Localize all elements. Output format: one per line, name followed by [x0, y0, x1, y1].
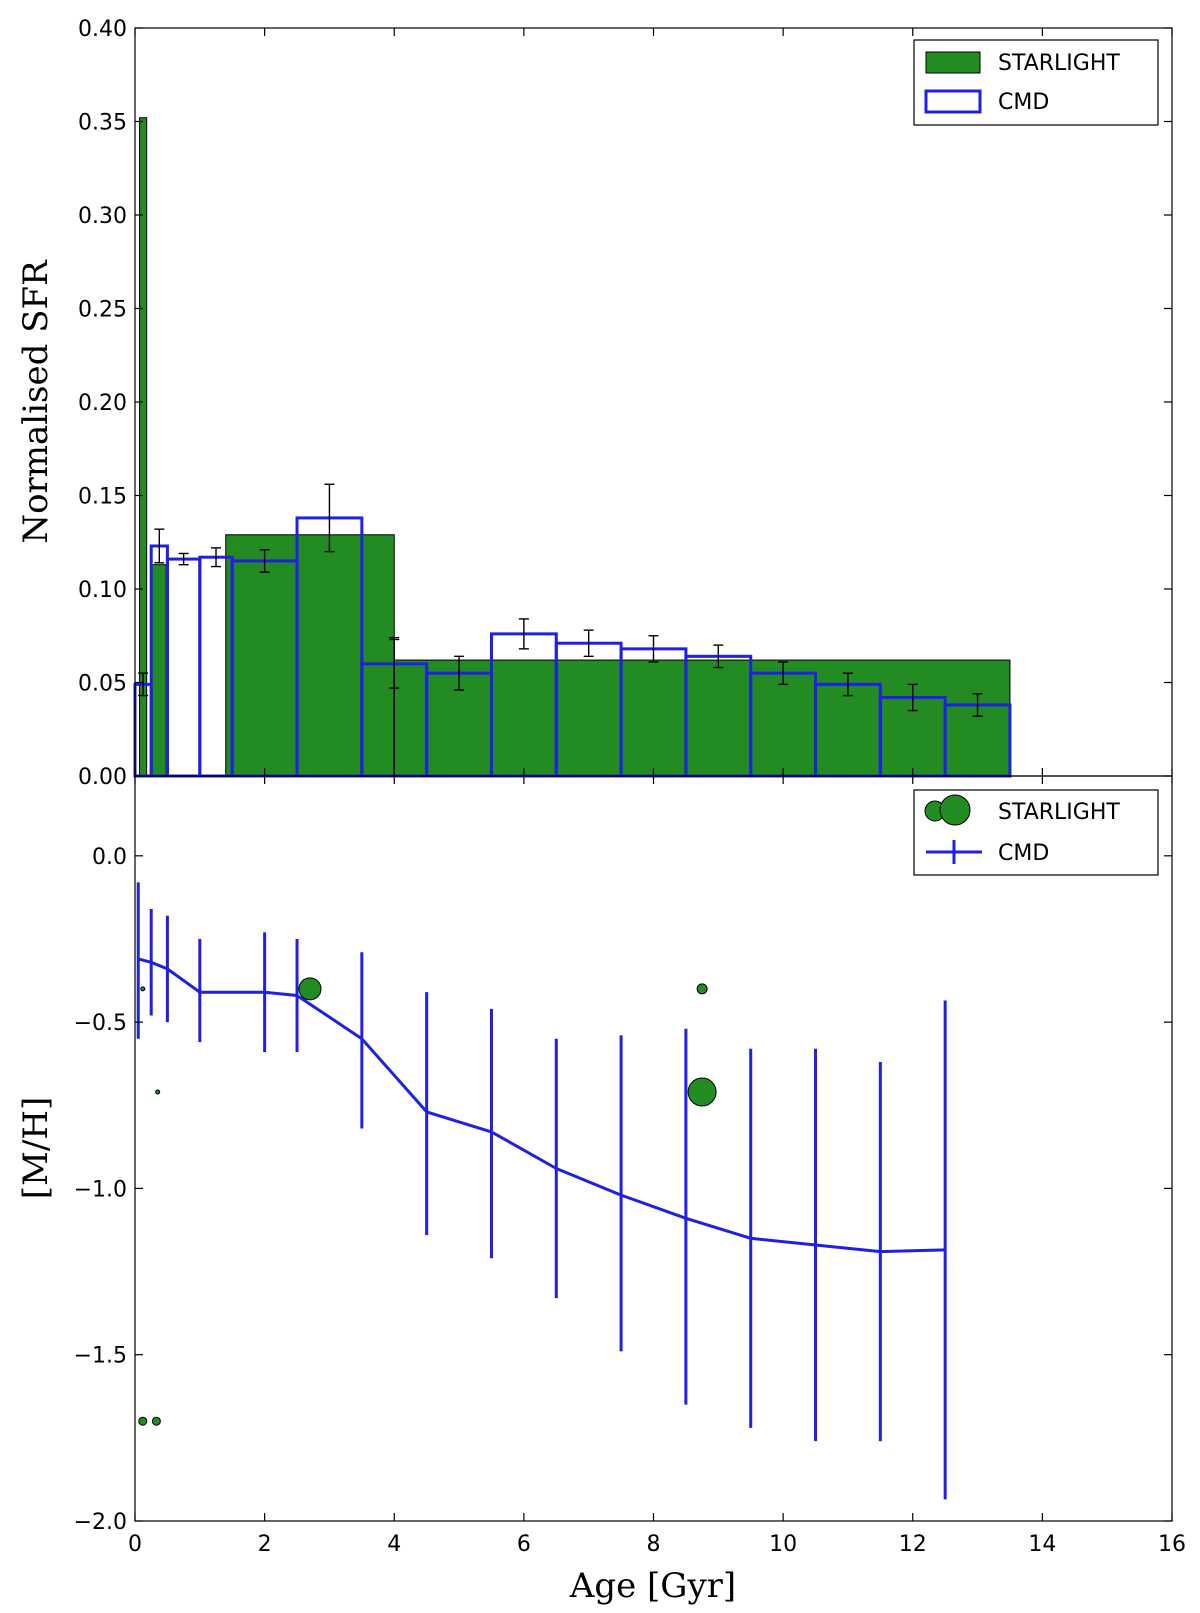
starlight-point-6: [687, 1077, 717, 1107]
bottom-y-axis-label: [M/H]: [16, 1097, 56, 1199]
sfr-errorbar-5: [324, 483, 335, 553]
xtick-label-6: 12: [899, 1532, 927, 1557]
xtick-label-5: 10: [769, 1532, 797, 1557]
xtick-label-4: 8: [647, 1532, 661, 1557]
starlight-point-2: [138, 1416, 148, 1426]
sfr-errorbar-11: [713, 644, 724, 669]
legend-marker-starlight-large: [939, 794, 971, 826]
top-ytick-label-8: 0.40: [78, 17, 127, 42]
legend-label-starlight: STARLIGHT: [998, 51, 1120, 76]
top-ticks: 0.00 0.05 0.10 0.15 0.20 0.25 0.30 0.35 0.40: [78, 17, 1173, 790]
bottom-panel: 0.0 −0.5 −1.0 −1.5 −2.00 2 4 6 8 10 12 14 16 [M/H] A…: [16, 775, 1186, 1606]
x-axis-label: Age [Gyr]: [569, 1566, 736, 1606]
top-ytick-label-7: 0.35: [78, 111, 127, 136]
xtick-label-0: 0: [128, 1532, 142, 1557]
bottom-ytick-label-0: 0.0: [92, 845, 127, 870]
legend-label-starlight-bottom: STARLIGHT: [998, 800, 1120, 825]
xtick-label-7: 14: [1028, 1532, 1056, 1557]
sfr-errorbar-7: [454, 655, 465, 691]
bottom-ticks: 0.0 −0.5 −1.0 −1.5 −2.00 2 4 6 8 10 12 14 16: [74, 776, 1186, 1557]
bottom-legend: STARLIGHT CMD: [913, 789, 1159, 876]
xtick-label-1: 2: [258, 1532, 272, 1557]
sfr-errorbar-14: [907, 683, 918, 712]
bottom-ytick-label-2: −1.0: [74, 1177, 127, 1202]
top-ytick-label-0: 0.00: [78, 765, 127, 790]
sfr-errorbar-0: [138, 672, 149, 697]
sfr-errorbar-15: [972, 693, 983, 717]
top-legend: STARLIGHT CMD: [913, 39, 1159, 126]
top-y-axis-label: Normalised SFR: [16, 259, 56, 544]
legend-swatch-cmd: [924, 89, 982, 114]
starlight-bar-1: [150, 564, 167, 777]
top-ytick-label-6: 0.30: [78, 204, 127, 229]
sfr-errorbar-12: [778, 661, 789, 686]
legend-swatch-starlight: [925, 51, 981, 74]
sfr-errorbar-2: [178, 552, 189, 566]
top-ytick-label-5: 0.25: [78, 298, 127, 323]
legend-label-cmd: CMD: [998, 90, 1049, 115]
top-ytick-label-3: 0.15: [78, 485, 127, 510]
sfr-errorbar-10: [648, 635, 659, 663]
bottom-ytick-label-3: −1.5: [74, 1344, 127, 1369]
starlight-point-3: [151, 1416, 161, 1426]
top-starlight-bars: [139, 117, 1011, 777]
xtick-label-3: 6: [517, 1532, 531, 1557]
starlight-point-1: [155, 1089, 161, 1095]
starlight-bar-2: [225, 534, 395, 777]
xtick-label-2: 4: [387, 1532, 401, 1557]
bottom-ytick-label-1: −0.5: [74, 1011, 127, 1036]
top-ytick-label-1: 0.05: [78, 672, 127, 697]
bottom-ytick-label-4: −2.0: [74, 1510, 127, 1535]
starlight-points: [138, 977, 717, 1426]
top-ytick-label-4: 0.20: [78, 391, 127, 416]
sfr-errorbar-1: [154, 528, 165, 564]
sfr-errorbar-4: [259, 549, 270, 573]
top-ytick-label-2: 0.10: [78, 578, 127, 603]
top-errorbars: [138, 483, 983, 777]
sfr-errorbar-8: [518, 618, 529, 650]
cmd-metallicity-line: [137, 957, 946, 1254]
sfr-errorbar-9: [583, 629, 594, 658]
sfr-errorbar-13: [842, 672, 853, 697]
starlight-point-0: [140, 986, 146, 992]
starlight-bar-3: [393, 659, 1011, 777]
sfr-errorbar-3: [211, 547, 222, 568]
starlight-point-4: [298, 977, 322, 1001]
starlight-point-5: [696, 983, 708, 995]
legend-label-cmd-bottom: CMD: [998, 841, 1049, 866]
xtick-label-8: 16: [1158, 1532, 1186, 1557]
